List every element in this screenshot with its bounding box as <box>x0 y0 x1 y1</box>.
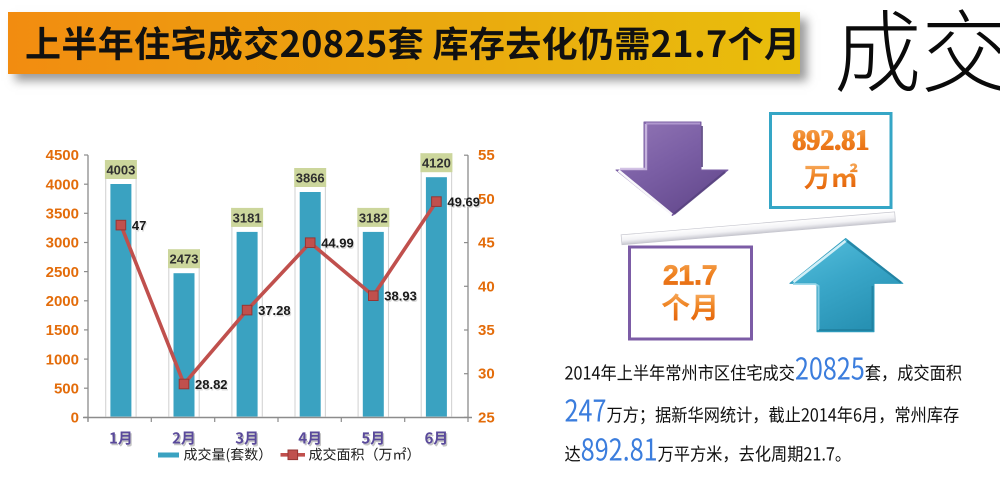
svg-text:4000: 4000 <box>46 176 79 193</box>
svg-text:44.99: 44.99 <box>321 236 354 251</box>
svg-text:47: 47 <box>133 219 147 234</box>
svg-text:45: 45 <box>478 235 495 252</box>
svg-text:38.93: 38.93 <box>385 290 418 305</box>
svg-text:4500: 4500 <box>46 147 79 164</box>
svg-text:25: 25 <box>478 409 495 426</box>
svg-text:40: 40 <box>478 278 495 295</box>
svg-text:50: 50 <box>478 191 495 208</box>
svg-text:1000: 1000 <box>46 351 79 368</box>
svg-text:2500: 2500 <box>46 264 79 281</box>
svg-text:37.28: 37.28 <box>259 304 292 319</box>
svg-text:47: 47 <box>132 218 146 233</box>
svg-text:30: 30 <box>478 366 495 383</box>
svg-text:500: 500 <box>54 380 79 397</box>
svg-text:21.7: 21.7 <box>663 260 718 291</box>
svg-text:2000: 2000 <box>46 293 79 310</box>
svg-text:55: 55 <box>478 147 495 164</box>
svg-text:44.99: 44.99 <box>322 237 355 252</box>
svg-text:28.82: 28.82 <box>195 377 228 392</box>
svg-text:49.69: 49.69 <box>448 196 481 211</box>
svg-text:49.69: 49.69 <box>447 194 480 209</box>
svg-text:28.82: 28.82 <box>196 378 229 393</box>
svg-text:3181: 3181 <box>233 210 262 225</box>
svg-text:3866: 3866 <box>296 171 325 186</box>
svg-text:37.28: 37.28 <box>258 303 291 318</box>
svg-text:0: 0 <box>71 410 79 427</box>
svg-text:35: 35 <box>478 322 495 339</box>
svg-text:4003: 4003 <box>106 163 135 178</box>
svg-text:2473: 2473 <box>170 252 199 267</box>
svg-text:3500: 3500 <box>46 206 79 223</box>
svg-text:4120: 4120 <box>422 156 451 171</box>
svg-text:3000: 3000 <box>46 235 79 252</box>
svg-text:1500: 1500 <box>46 322 79 339</box>
svg-text:892.81: 892.81 <box>792 126 869 157</box>
svg-text:3182: 3182 <box>359 210 388 225</box>
svg-text:38.93: 38.93 <box>384 289 417 304</box>
